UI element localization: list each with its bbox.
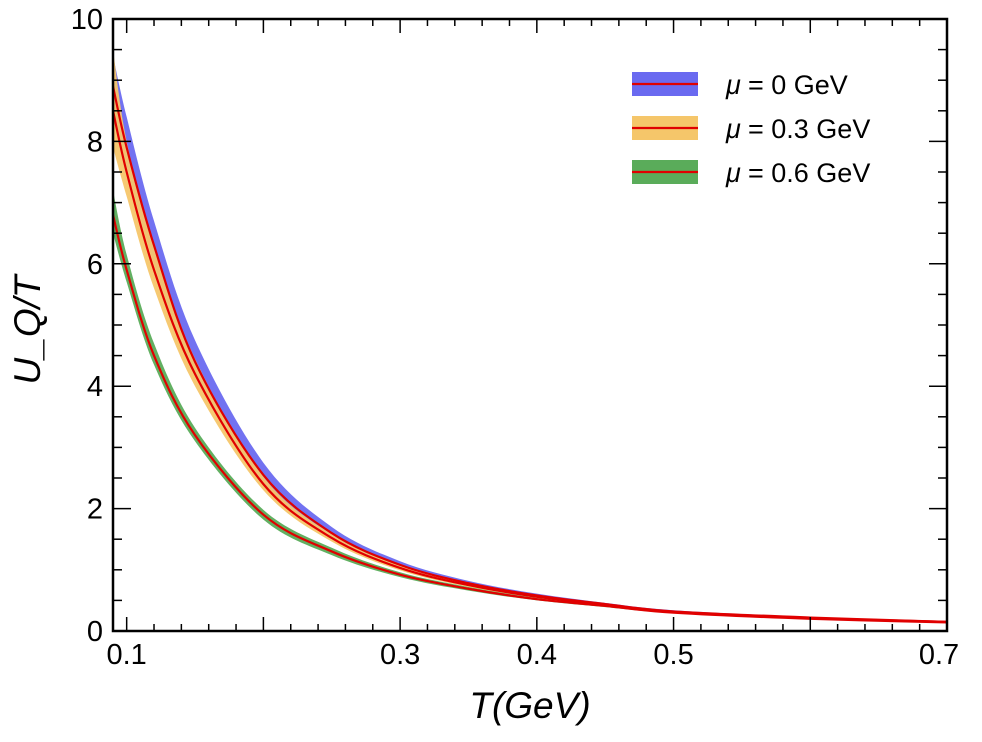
y-tick-labels: 0 2 4 6 8 10 [71, 4, 103, 648]
legend-label-mu-0: = 0 GeV [748, 70, 848, 100]
y-tick-label: 6 [87, 249, 103, 281]
x-tick-label: 0.7 [919, 639, 959, 671]
y-axis-title: U_Q/T [7, 273, 48, 384]
x-tick-labels: 0.1 0.3 0.4 0.5 0.7 [107, 639, 960, 671]
x-tick-label: 0.3 [380, 639, 420, 671]
line-mu-0-6 [113, 214, 947, 624]
x-axis-title: T(GeV) [469, 685, 590, 726]
plot-frame [111, 17, 949, 633]
axis-ticks [113, 18, 948, 632]
y-tick-label: 8 [87, 126, 103, 158]
x-tick-label: 0.4 [517, 639, 557, 671]
y-tick-label: 4 [87, 371, 103, 403]
legend-mu-symbol: μ [725, 114, 741, 144]
legend-mu-symbol: μ [725, 158, 741, 188]
legend-label-mu-0-6: = 0.6 GeV [748, 158, 870, 188]
y-tick-label: 2 [87, 494, 103, 526]
y-tick-label: 10 [71, 4, 103, 36]
x-tick-label: 0.1 [107, 639, 147, 671]
x-tick-label: 0.5 [653, 639, 693, 671]
y-axis-title-group: U_Q/T [7, 273, 48, 384]
band-mu-0-6 [113, 190, 947, 624]
legend-label-mu-0-3: = 0.3 GeV [748, 114, 870, 144]
center-lines [113, 86, 947, 624]
y-tick-label: 0 [87, 616, 103, 648]
legend-mu-symbol: μ [725, 70, 741, 100]
